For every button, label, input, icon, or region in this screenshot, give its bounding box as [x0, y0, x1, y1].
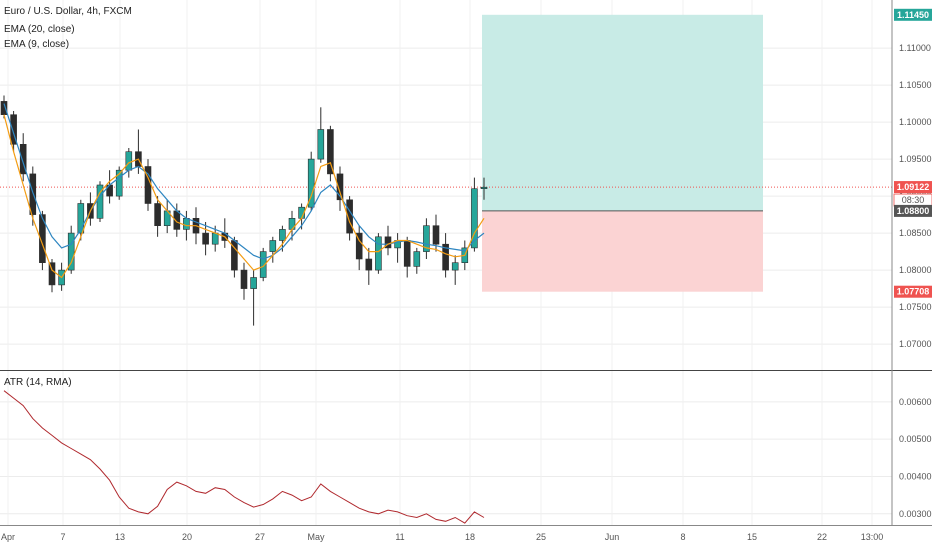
candle-body	[307, 158, 315, 208]
time-tick-label: 7	[60, 532, 65, 542]
candle-body	[451, 262, 459, 271]
candle-body	[29, 173, 37, 215]
loss-zone	[482, 210, 763, 292]
last-price-tag-bg	[894, 181, 932, 194]
ema-lines	[3, 103, 485, 279]
candle-body	[442, 243, 449, 271]
time-tick-label: 25	[536, 532, 546, 542]
symbol-title[interactable]: Euro / U.S. Dollar, 4h, FXCM	[4, 6, 132, 17]
price-tick-label: 1.10000	[899, 117, 932, 127]
candle-body	[0, 101, 8, 115]
time-tick-label: 13:00	[861, 532, 884, 542]
ema9-line	[3, 114, 485, 279]
time-tick-label: May	[307, 532, 325, 542]
candle-body	[125, 151, 133, 171]
candle-body	[67, 232, 75, 271]
profit-zone	[482, 14, 763, 211]
candle-body	[480, 186, 488, 190]
ema9-legend[interactable]: EMA (9, close)	[4, 39, 70, 50]
candle-body	[259, 251, 267, 278]
candle-body	[336, 173, 344, 201]
last-price-tag: 1.09122	[897, 182, 930, 192]
time-tick-label: 13	[115, 532, 125, 542]
candle-body	[48, 262, 56, 286]
price-tick-label: 1.09500	[899, 154, 932, 164]
time-tick-label: Apr	[1, 532, 15, 542]
entry-price-tag-bg	[894, 204, 932, 217]
countdown-tag: 08:30	[902, 195, 925, 205]
entry-price-tag: 1.08800	[897, 206, 930, 216]
candle-body	[317, 129, 325, 160]
atr-tick-label: 0.00400	[899, 471, 932, 481]
atr-tick-label: 0.00300	[899, 509, 932, 519]
stop-price-tag-bg	[894, 285, 932, 298]
ema20-line	[3, 103, 485, 260]
price-tick-label: 1.10500	[899, 80, 932, 90]
time-tick-label: 15	[747, 532, 757, 542]
candle-body	[240, 269, 248, 289]
atr-tick-label: 0.00600	[899, 397, 932, 407]
price-tick-label: 1.07500	[899, 302, 932, 312]
candle-body	[202, 232, 209, 245]
time-tick-label: 18	[465, 532, 475, 542]
candle-body	[471, 188, 478, 249]
atr-tick-label: 0.00500	[899, 434, 932, 444]
candle-body	[355, 232, 363, 260]
candle-body	[375, 236, 382, 271]
candle-body	[413, 251, 421, 267]
candle-body	[327, 129, 334, 175]
candle-body	[77, 203, 85, 234]
time-tick-label: 8	[680, 532, 685, 542]
position-tool[interactable]	[0, 14, 892, 292]
candle-body	[279, 229, 286, 241]
candle-body	[403, 240, 411, 267]
candle-body	[154, 203, 161, 227]
candle-body	[183, 218, 190, 230]
stop-price-tag: 1.07708	[897, 287, 930, 297]
price-tick-label: 1.08500	[899, 228, 932, 238]
candle-body	[10, 114, 17, 145]
candle-body	[211, 232, 219, 245]
price-tick-label: 1.08000	[899, 265, 932, 275]
atr-pane	[0, 370, 932, 524]
target-price-tag: 1.11450	[897, 10, 929, 20]
price-tags: 1.11450 1.09122 08:301.08800 1.07708	[893, 8, 932, 298]
ema20-legend[interactable]: EMA (20, close)	[4, 24, 75, 35]
atr-line	[3, 390, 485, 524]
candle-body	[250, 277, 257, 289]
candle-body	[432, 225, 440, 245]
candle-body	[269, 240, 277, 252]
candle-body	[115, 169, 123, 197]
time-tick-label: 11	[395, 532, 404, 542]
candle-body	[365, 258, 373, 271]
candle-body	[39, 214, 46, 264]
target-price-tag-bg	[894, 8, 932, 21]
price-tick-label: 1.11000	[899, 43, 931, 53]
time-tick-label: Jun	[605, 532, 620, 542]
price-tick-label: 1.07000	[899, 339, 932, 349]
candle-body	[19, 144, 27, 175]
candle-body	[423, 225, 430, 252]
time-tick-label: 22	[817, 532, 827, 542]
atr-legend[interactable]: ATR (14, RMA)	[4, 377, 72, 388]
price-candles	[0, 95, 488, 326]
time-tick-label: 20	[182, 532, 192, 542]
time-tick-label: 27	[255, 532, 265, 542]
candle-body	[384, 236, 392, 249]
